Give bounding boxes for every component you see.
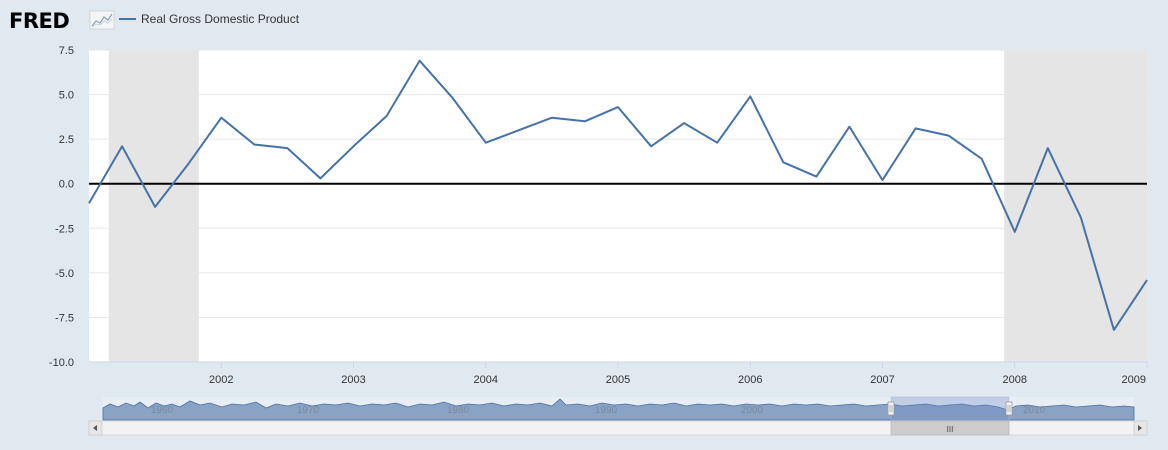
y-axis-ticks: 7.5 5.0 2.5 0.0 -2.5 -5.0 -7.5 -10.0 — [49, 45, 74, 369]
navigator-year-labels: 1960 1970 1980 1990 2000 2010 — [151, 405, 1046, 416]
data-point[interactable] — [781, 160, 786, 165]
data-point[interactable] — [1145, 277, 1150, 282]
x-tick-label: 2004 — [474, 374, 498, 386]
y-tick-label: 7.5 — [59, 45, 74, 57]
data-point[interactable] — [847, 124, 852, 129]
x-tick-label: 2008 — [1003, 374, 1027, 386]
chart-line-icon — [89, 10, 115, 30]
y-tick-label: 5.0 — [59, 90, 74, 102]
x-tick-label: 2005 — [606, 374, 630, 386]
data-point[interactable] — [120, 144, 125, 149]
data-point[interactable] — [252, 142, 257, 147]
data-point[interactable] — [748, 94, 753, 99]
data-point[interactable] — [186, 162, 191, 167]
navigator-series-area — [102, 398, 1135, 421]
chevron-left-icon[interactable] — [88, 420, 103, 436]
data-point[interactable] — [450, 96, 455, 101]
navigator-year-label: 1980 — [447, 405, 470, 416]
data-point[interactable] — [616, 105, 621, 110]
y-tick-label: -5.0 — [55, 268, 74, 280]
data-point[interactable] — [1078, 215, 1083, 220]
chevron-right-icon[interactable] — [1133, 420, 1148, 436]
series-line-real-gdp — [88, 59, 1148, 331]
data-point[interactable] — [351, 144, 356, 149]
data-point[interactable] — [285, 146, 290, 151]
y-tick-label: -7.5 — [55, 312, 74, 324]
data-point[interactable] — [384, 113, 389, 118]
data-point[interactable] — [1045, 146, 1050, 151]
data-point[interactable] — [880, 178, 885, 183]
x-tick-label: 2002 — [209, 374, 233, 386]
fred-logo-text: FRED — [9, 9, 69, 33]
legend-series-label: Real Gross Domestic Product — [141, 12, 300, 26]
data-point[interactable] — [682, 121, 687, 126]
data-point[interactable] — [1111, 327, 1116, 332]
y-tick-label: 2.5 — [59, 134, 74, 146]
data-point[interactable] — [87, 201, 92, 206]
range-navigator[interactable]: 1960 1970 1980 1990 2000 2010 — [102, 396, 1135, 421]
navigator-year-label: 2000 — [741, 405, 764, 416]
navigator-year-label: 1960 — [151, 405, 174, 416]
data-point[interactable] — [582, 119, 587, 124]
x-axis-ticks: 2002 2003 2004 2005 2006 2007 2008 2009 — [209, 362, 1148, 386]
y-tick-label: -2.5 — [55, 223, 74, 235]
data-point[interactable] — [649, 144, 654, 149]
data-point[interactable] — [715, 140, 720, 145]
data-point[interactable] — [483, 140, 488, 145]
navigator-selected-range[interactable] — [890, 396, 1010, 421]
y-tick-label: 0.0 — [59, 179, 74, 191]
scrollbar-thumb[interactable] — [890, 420, 1010, 436]
data-point[interactable] — [946, 133, 951, 138]
data-point[interactable] — [516, 128, 521, 133]
x-tick-label: 2009 — [1122, 374, 1146, 386]
navigator-year-label: 2010 — [1023, 405, 1046, 416]
data-point[interactable] — [219, 115, 224, 120]
data-point[interactable] — [153, 204, 158, 209]
navigator-handle-right[interactable] — [1005, 401, 1013, 416]
data-point[interactable] — [913, 126, 918, 131]
data-point[interactable] — [417, 58, 422, 63]
plot-area — [89, 50, 1147, 362]
x-tick-label: 2007 — [870, 374, 894, 386]
scrollbar[interactable]: III — [88, 420, 1148, 436]
navigator-year-label: 1970 — [297, 405, 320, 416]
scrollbar-grip-icon: III — [947, 425, 954, 434]
data-point[interactable] — [549, 115, 554, 120]
fred-logo[interactable]: FRED — [9, 9, 115, 33]
legend[interactable]: Real Gross Domestic Product — [119, 12, 300, 26]
x-tick-label: 2006 — [738, 374, 762, 386]
data-point[interactable] — [979, 156, 984, 161]
y-tick-label: -10.0 — [49, 357, 74, 369]
x-tick-label: 2003 — [341, 374, 365, 386]
navigator-handle-left[interactable] — [887, 401, 895, 416]
navigator-year-label: 1990 — [595, 405, 618, 416]
data-point[interactable] — [1012, 229, 1017, 234]
data-point[interactable] — [318, 176, 323, 181]
data-point[interactable] — [814, 174, 819, 179]
